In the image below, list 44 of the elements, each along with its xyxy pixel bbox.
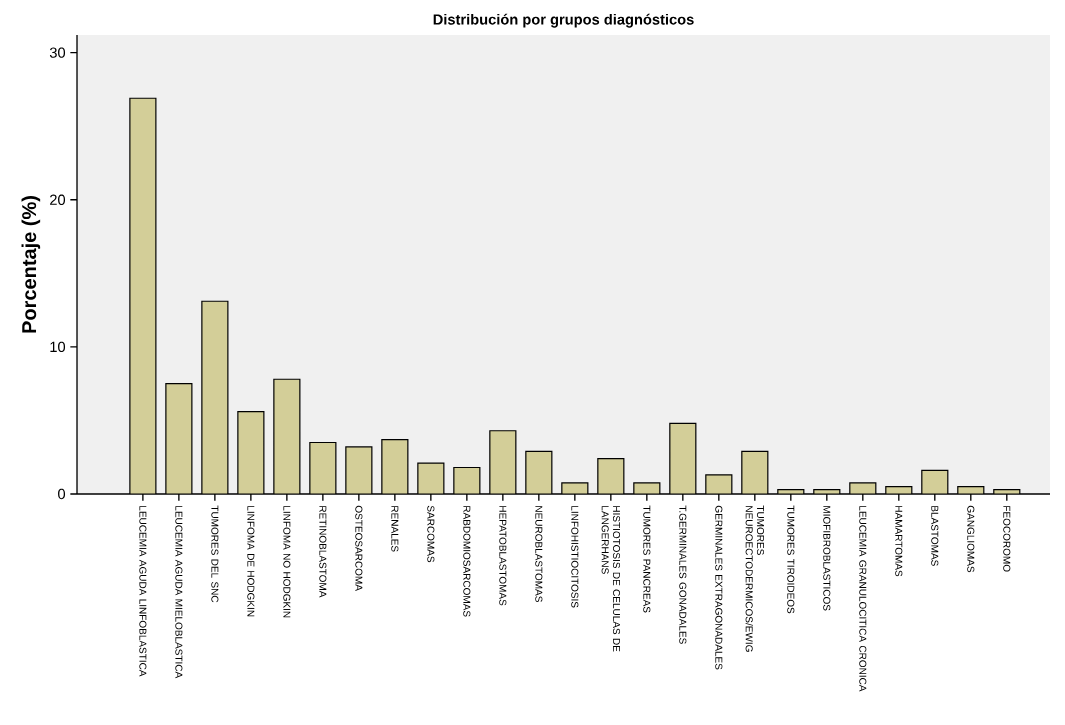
x-tick-label: LEUCEMIA AGUDA LINFOBLASTICA <box>139 506 147 677</box>
bar <box>165 383 193 494</box>
bar <box>489 430 517 494</box>
x-tick-label: GANGLIOMAS <box>967 505 975 573</box>
x-tick-label: FEOCOROMO <box>1003 506 1011 572</box>
x-tick-label: LEUCEMIA AGUDA MIELOBLASTICA <box>175 506 183 679</box>
x-tick-label: LINFOHISTIOCITOSIS <box>571 506 579 608</box>
x-tick-label: BLASTOMAS <box>931 506 939 566</box>
bar <box>381 438 409 494</box>
x-tick-label: SARCOMAS <box>427 505 435 563</box>
bar <box>129 97 157 494</box>
x-tick-label: HISTIOTOSIS DE CELULAS DE LANGERHANS <box>601 506 621 652</box>
x-tick-label: RENALES <box>391 506 399 552</box>
y-tick-label: 20 <box>50 194 66 205</box>
x-tick-label: LEUCEMIA GRANULOCITICA CRONICA <box>859 506 867 692</box>
bar <box>273 378 301 494</box>
x-tick-label: LINFOMA NO HODGKIN <box>283 506 291 618</box>
x-tick-label: GERMINALES EXTRAGONADALES <box>715 505 723 670</box>
bar <box>201 300 229 494</box>
bar <box>921 469 949 494</box>
bar <box>741 450 769 494</box>
x-tick-label: TUMORES DEL SNC <box>211 505 219 603</box>
bar <box>309 441 337 494</box>
y-tick-label: 10 <box>50 341 66 353</box>
x-tick-label: NEUROBLASTOMAS <box>535 506 543 602</box>
y-tick-label: 0 <box>58 488 66 500</box>
bar <box>237 411 265 494</box>
x-tick-label: TUMORES NEUROECTODERMICOS/EWIG <box>745 505 765 652</box>
x-tick-label: HEPATOBLASTOMAS <box>499 506 507 606</box>
bar <box>597 458 625 494</box>
x-tick-label: LINFOMA DE HODGKIN <box>247 506 255 617</box>
y-axis-title: Porcentaje (%) <box>21 196 41 333</box>
x-tick-label: RABDOMIOSARCOMAS <box>463 506 471 617</box>
x-tick-label: T.GERMINALES GONADALES <box>679 505 687 644</box>
bar <box>525 450 553 494</box>
x-tick-label: TUMORES PANCREAS <box>643 505 651 613</box>
x-tick-label: HAMARTOMAS <box>895 506 903 577</box>
x-tick-label: TUMORES TIROIDEOS <box>787 505 795 614</box>
chart-title: Distribución por grupos diagnósticos <box>433 13 694 28</box>
x-tick-label: MIOFIBROBLASTICOS <box>823 506 831 611</box>
x-tick-label: OSTEOSARCOMA <box>355 505 363 591</box>
y-tick-label: 30 <box>49 47 66 58</box>
bar <box>669 422 697 494</box>
x-tick-label: RETINOBLASTOMA <box>319 506 327 598</box>
